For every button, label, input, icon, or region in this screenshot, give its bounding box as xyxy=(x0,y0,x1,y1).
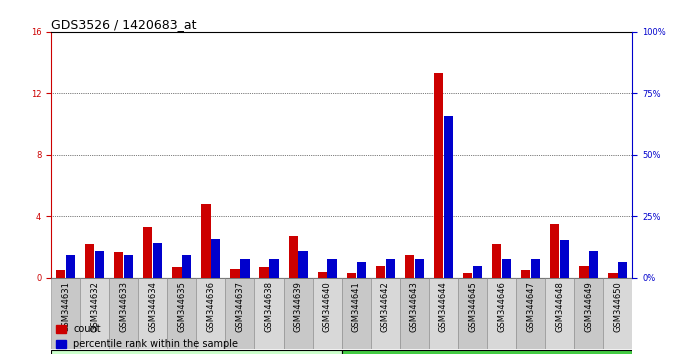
FancyBboxPatch shape xyxy=(167,278,197,349)
FancyBboxPatch shape xyxy=(313,278,342,349)
Bar xyxy=(531,259,540,278)
Bar xyxy=(492,244,501,278)
Text: GSM344643: GSM344643 xyxy=(410,281,419,332)
Text: GSM344647: GSM344647 xyxy=(526,281,535,332)
Text: GSM344634: GSM344634 xyxy=(148,281,157,332)
Bar xyxy=(386,259,395,278)
FancyBboxPatch shape xyxy=(138,278,167,349)
Bar xyxy=(260,267,269,278)
Bar xyxy=(444,116,453,278)
FancyBboxPatch shape xyxy=(225,278,254,349)
Bar xyxy=(502,259,511,278)
FancyBboxPatch shape xyxy=(80,278,109,349)
FancyBboxPatch shape xyxy=(545,278,574,349)
Bar xyxy=(85,244,95,278)
FancyBboxPatch shape xyxy=(109,278,138,349)
Text: GDS3526 / 1420683_at: GDS3526 / 1420683_at xyxy=(51,18,197,31)
Text: GSM344646: GSM344646 xyxy=(497,281,506,332)
FancyBboxPatch shape xyxy=(603,278,632,349)
Bar xyxy=(124,255,133,278)
Text: GSM344649: GSM344649 xyxy=(584,281,593,332)
Bar xyxy=(328,259,337,278)
FancyBboxPatch shape xyxy=(371,278,400,349)
Bar xyxy=(211,239,220,278)
Bar xyxy=(463,273,472,278)
Bar xyxy=(521,270,530,278)
Text: GSM344640: GSM344640 xyxy=(323,281,332,332)
Text: GSM344639: GSM344639 xyxy=(294,281,303,332)
FancyBboxPatch shape xyxy=(458,278,487,349)
Bar xyxy=(114,252,123,278)
Bar xyxy=(560,240,569,278)
Text: GSM344633: GSM344633 xyxy=(119,281,128,332)
Bar xyxy=(589,251,598,278)
FancyBboxPatch shape xyxy=(487,278,516,349)
FancyBboxPatch shape xyxy=(51,278,80,349)
Bar xyxy=(550,224,560,278)
Text: GSM344644: GSM344644 xyxy=(439,281,448,332)
Bar xyxy=(182,255,191,278)
Text: GSM344631: GSM344631 xyxy=(61,281,70,332)
FancyBboxPatch shape xyxy=(429,278,458,349)
FancyBboxPatch shape xyxy=(342,278,371,349)
Bar xyxy=(288,236,298,278)
Bar xyxy=(231,269,239,278)
Bar xyxy=(153,243,163,278)
Text: GSM344641: GSM344641 xyxy=(352,281,360,332)
Bar xyxy=(356,262,366,278)
Bar xyxy=(609,273,617,278)
Text: GSM344650: GSM344650 xyxy=(613,281,622,332)
Bar xyxy=(269,259,279,278)
Bar xyxy=(405,255,414,278)
FancyBboxPatch shape xyxy=(51,350,342,354)
Bar xyxy=(618,262,628,278)
Text: GSM344648: GSM344648 xyxy=(556,281,564,332)
Bar xyxy=(376,266,385,278)
FancyBboxPatch shape xyxy=(342,350,632,354)
FancyBboxPatch shape xyxy=(574,278,603,349)
Bar xyxy=(172,267,182,278)
Text: GSM344642: GSM344642 xyxy=(381,281,390,332)
Bar xyxy=(347,273,356,278)
Bar xyxy=(240,259,250,278)
Text: GSM344635: GSM344635 xyxy=(177,281,186,332)
Bar xyxy=(473,266,482,278)
Bar xyxy=(415,259,424,278)
Bar xyxy=(318,272,327,278)
FancyBboxPatch shape xyxy=(254,278,284,349)
Bar xyxy=(579,266,588,278)
Bar xyxy=(56,270,65,278)
Bar xyxy=(201,204,211,278)
Bar xyxy=(66,255,75,278)
FancyBboxPatch shape xyxy=(400,278,429,349)
Bar xyxy=(95,251,104,278)
Text: GSM344638: GSM344638 xyxy=(265,281,273,332)
FancyBboxPatch shape xyxy=(516,278,545,349)
Legend: count, percentile rank within the sample: count, percentile rank within the sample xyxy=(56,324,239,349)
Bar xyxy=(434,73,443,278)
Text: GSM344637: GSM344637 xyxy=(235,281,244,332)
Bar xyxy=(143,227,152,278)
FancyBboxPatch shape xyxy=(197,278,225,349)
Text: GSM344645: GSM344645 xyxy=(468,281,477,332)
Bar xyxy=(299,251,307,278)
FancyBboxPatch shape xyxy=(284,278,313,349)
Text: GSM344636: GSM344636 xyxy=(207,281,216,332)
Text: GSM344632: GSM344632 xyxy=(90,281,99,332)
